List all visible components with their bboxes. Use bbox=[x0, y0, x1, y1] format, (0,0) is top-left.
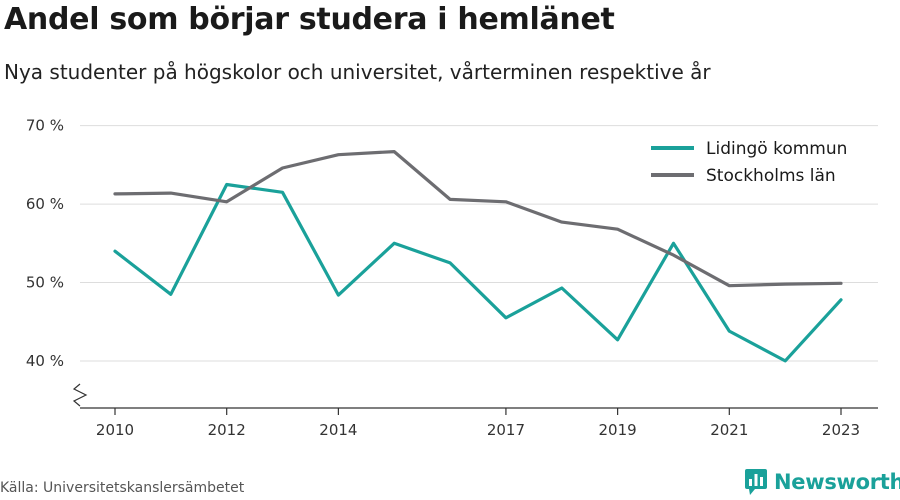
legend-background bbox=[645, 132, 863, 192]
x-tick-label: 2014 bbox=[319, 421, 357, 439]
brand-logo: Newsworthy bbox=[744, 468, 900, 496]
chart-title: Andel som börjar studera i hemlänet bbox=[4, 2, 615, 37]
brand-name: Newsworthy bbox=[774, 470, 900, 494]
y-tick-label: 40 % bbox=[26, 352, 64, 370]
y-tick-label: 50 % bbox=[26, 274, 64, 292]
x-tick-label: 2023 bbox=[822, 421, 860, 439]
newsworthy-logo-icon bbox=[745, 469, 767, 495]
series-layer bbox=[113, 150, 843, 363]
legend-label: Stockholms län bbox=[706, 166, 836, 186]
x-tick-label: 2021 bbox=[710, 421, 748, 439]
x-tick-label: 2010 bbox=[96, 421, 134, 439]
source-note: Källa: Universitetskanslersämbetet bbox=[0, 480, 245, 496]
y-tick-label: 70 % bbox=[26, 117, 64, 135]
series-line-1 bbox=[113, 150, 843, 288]
x-tick-label: 2012 bbox=[208, 421, 246, 439]
axis-break-icon bbox=[72, 383, 88, 407]
x-tick-label: 2019 bbox=[599, 421, 637, 439]
series-line-0 bbox=[113, 182, 843, 363]
y-tick-label: 60 % bbox=[26, 195, 64, 213]
axis-layer: 40 % 50 % 60 % 70 % 2010 2012 2014 2017 2019 2021… bbox=[26, 117, 878, 439]
chart-subtitle: Nya studenter på högskolor och universit… bbox=[4, 60, 711, 84]
x-tick-label: 2017 bbox=[487, 421, 525, 439]
legend: Lidingö kommun Stockholms län bbox=[645, 132, 863, 192]
grid-layer bbox=[80, 125, 878, 362]
legend-label: Lidingö kommun bbox=[706, 139, 847, 159]
